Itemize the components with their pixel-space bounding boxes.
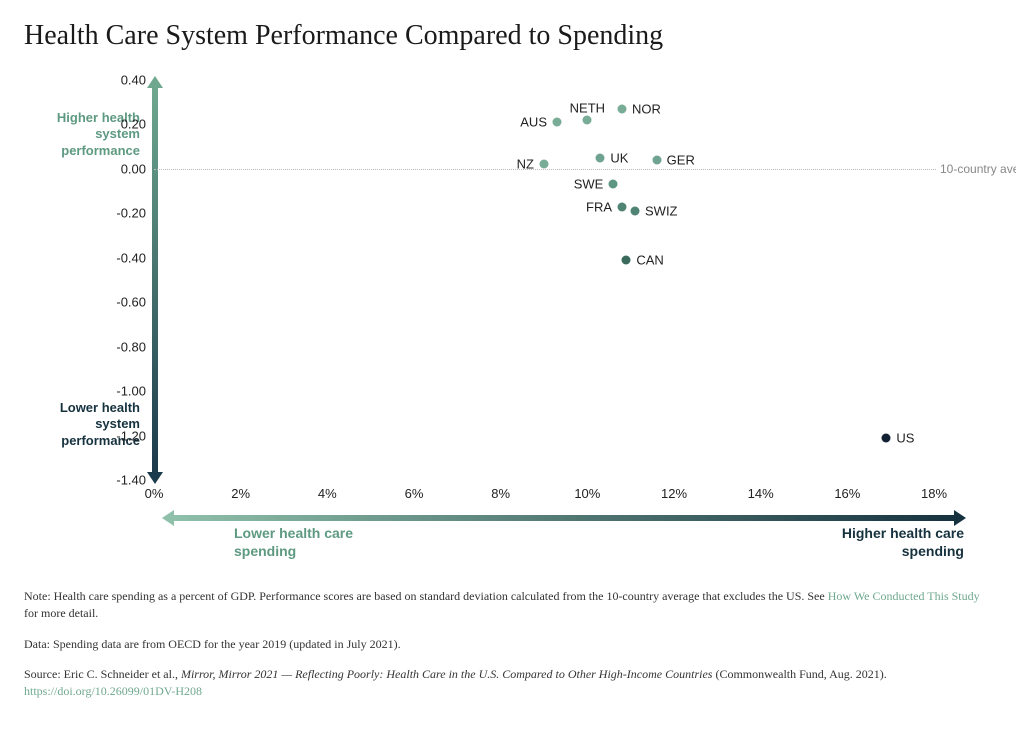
data-point-label: SWIZ — [645, 204, 678, 219]
note-line-3: Source: Eric C. Schneider et al., Mirror… — [24, 666, 992, 700]
data-point-label: FRA — [586, 199, 612, 214]
y-tick: -0.60 — [116, 295, 146, 310]
data-point — [553, 118, 562, 127]
x-tick: 0% — [145, 486, 164, 501]
doi-link[interactable]: https://doi.org/10.26099/01DV-H208 — [24, 684, 202, 698]
x-tick: 14% — [748, 486, 774, 501]
data-point-label: GER — [667, 153, 695, 168]
plot-area: 0.400.200.00-0.20-0.40-0.60-0.80-1.00-1.… — [154, 80, 934, 480]
y-tick: -1.40 — [116, 473, 146, 488]
x-tick: 4% — [318, 486, 337, 501]
data-point-label: CAN — [636, 253, 663, 268]
x-tick: 16% — [834, 486, 860, 501]
data-point — [618, 104, 627, 113]
data-point-label: NZ — [517, 157, 534, 172]
data-point — [882, 433, 891, 442]
data-point — [596, 153, 605, 162]
data-point-label: NETH — [570, 101, 605, 116]
y-tick: -0.80 — [116, 339, 146, 354]
y-tick: 0.20 — [121, 117, 146, 132]
x-tick: 8% — [491, 486, 510, 501]
y-tick: -1.20 — [116, 428, 146, 443]
y-tick: -0.20 — [116, 206, 146, 221]
x-tick: 18% — [921, 486, 947, 501]
x-axis-label-left: Lower health care spending — [234, 525, 414, 560]
data-point — [540, 160, 549, 169]
avg-line-label: 10-country average — [940, 162, 1016, 176]
y-tick: 0.40 — [121, 73, 146, 88]
data-point — [609, 180, 618, 189]
chart-notes: Note: Health care spending as a percent … — [24, 588, 992, 700]
data-point-label: NOR — [632, 101, 661, 116]
avg-line — [154, 169, 936, 170]
note-line-2: Data: Spending data are from OECD for th… — [24, 636, 992, 653]
x-axis-label-right: Higher health care spending — [784, 525, 964, 560]
y-tick: 0.00 — [121, 161, 146, 176]
x-axis-arrow — [164, 515, 964, 521]
note-line-1: Note: Health care spending as a percent … — [24, 588, 992, 622]
data-point-label: AUS — [520, 115, 547, 130]
x-tick: 12% — [661, 486, 687, 501]
x-tick: 6% — [405, 486, 424, 501]
data-point — [618, 202, 627, 211]
data-point — [622, 256, 631, 265]
page-title: Health Care System Performance Compared … — [24, 20, 992, 52]
scatter-chart: Higher health system performance Lower h… — [24, 70, 984, 530]
methodology-link[interactable]: How We Conducted This Study — [828, 589, 980, 603]
data-point-label: US — [896, 430, 914, 445]
data-point — [583, 116, 592, 125]
x-tick: 2% — [231, 486, 250, 501]
y-tick: -0.40 — [116, 250, 146, 265]
y-tick: -1.00 — [116, 384, 146, 399]
data-point — [652, 156, 661, 165]
data-point-label: UK — [610, 150, 628, 165]
data-point — [631, 207, 640, 216]
data-point-label: SWE — [574, 177, 604, 192]
x-tick: 10% — [574, 486, 600, 501]
